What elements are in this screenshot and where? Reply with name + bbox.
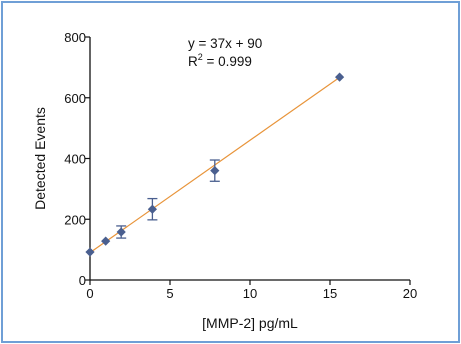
equation-label: y = 37x + 90 [188, 36, 262, 51]
y-tick-label: 200 [64, 212, 86, 227]
data-point [85, 247, 95, 257]
r-squared-label: R2 = 0.999 [188, 52, 252, 69]
x-tick-label: 10 [243, 286, 257, 301]
y-tick-label: 600 [64, 91, 86, 106]
r-squared-exponent: 2 [198, 52, 203, 62]
data-point [101, 236, 111, 246]
y-tick-label: 400 [64, 152, 86, 167]
y-tick-label: 0 [79, 273, 86, 288]
data-point [335, 72, 345, 82]
data-point [116, 227, 126, 237]
x-tick-label: 20 [403, 286, 417, 301]
y-axis-title: Detected Events [32, 107, 48, 210]
x-axis-title: [MMP-2] pg/mL [202, 315, 298, 331]
y-tick-label: 800 [64, 30, 86, 45]
x-tick-label: 15 [323, 286, 337, 301]
r-squared-value: = 0.999 [203, 54, 252, 69]
x-tick-label: 5 [166, 286, 173, 301]
data-point [210, 166, 220, 176]
r-squared-symbol: R [188, 54, 198, 69]
x-tick-label: 0 [86, 286, 93, 301]
data-point [147, 204, 157, 214]
